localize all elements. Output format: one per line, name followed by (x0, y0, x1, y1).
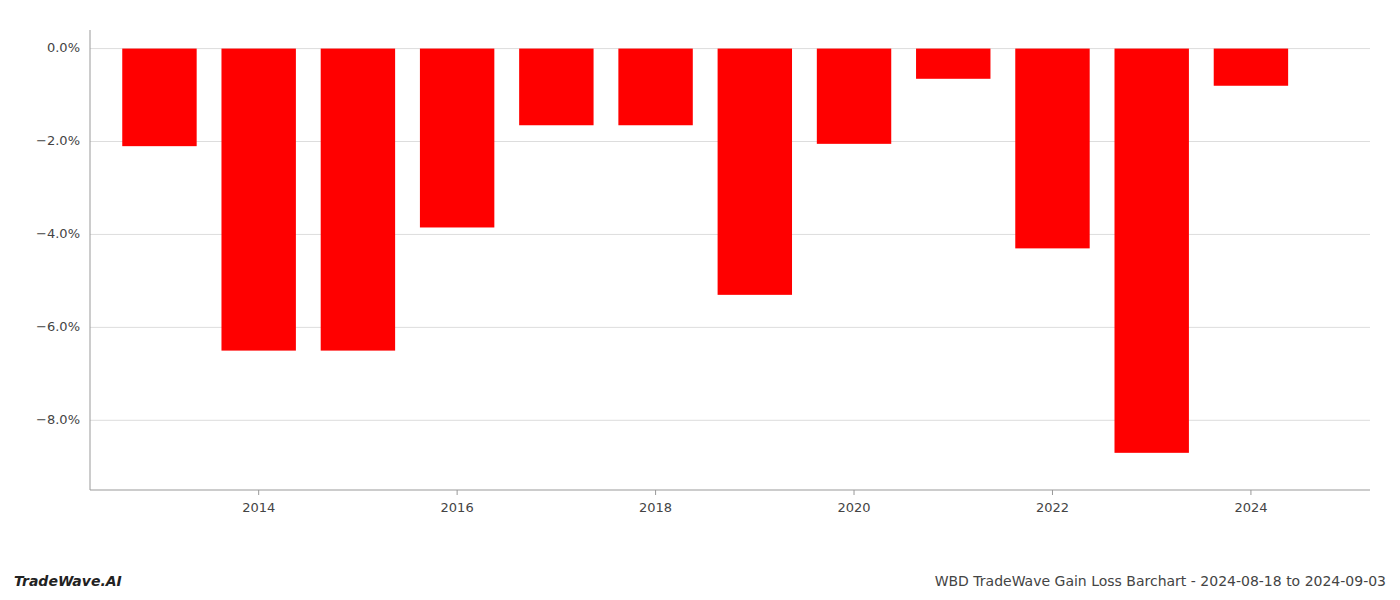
bar (122, 49, 196, 147)
x-tick-label: 2022 (1036, 500, 1069, 515)
x-tick-label: 2020 (837, 500, 870, 515)
bar (916, 49, 990, 79)
x-tick (655, 490, 656, 495)
x-tick-label: 2016 (441, 500, 474, 515)
bar (1214, 49, 1288, 86)
x-tick (1052, 490, 1053, 495)
y-tick-label: −4.0% (36, 226, 80, 241)
bar (221, 49, 295, 351)
bar (321, 49, 395, 351)
x-ticks: 2014 2016 2018 2020 2022 2024 (242, 490, 1267, 515)
y-tick-label: 0.0% (47, 40, 80, 55)
y-axis-line (90, 30, 91, 490)
bar (1015, 49, 1089, 249)
y-tick-label: −6.0% (36, 319, 80, 334)
footer-left: TradeWave.AI (14, 573, 122, 589)
y-tick-label: −8.0% (36, 412, 80, 427)
bar (618, 49, 692, 126)
x-axis-line (90, 489, 1370, 490)
x-tick (258, 490, 259, 495)
x-tick (854, 490, 855, 495)
bar (420, 49, 494, 228)
x-tick (457, 490, 458, 495)
x-tick (1250, 490, 1251, 495)
x-tick-label: 2018 (639, 500, 672, 515)
x-tick-label: 2024 (1234, 500, 1267, 515)
chart: 0.0% −2.0% −4.0% −6.0% −8.0% 2014 2016 2018 2020… (0, 0, 1400, 600)
bar (519, 49, 593, 126)
bar (817, 49, 891, 144)
bar (1114, 49, 1188, 453)
y-tick-label: −2.0% (36, 133, 80, 148)
footer-right: WBD TradeWave Gain Loss Barchart - 2024-… (935, 573, 1386, 589)
bar (718, 49, 792, 295)
x-tick-label: 2014 (242, 500, 275, 515)
